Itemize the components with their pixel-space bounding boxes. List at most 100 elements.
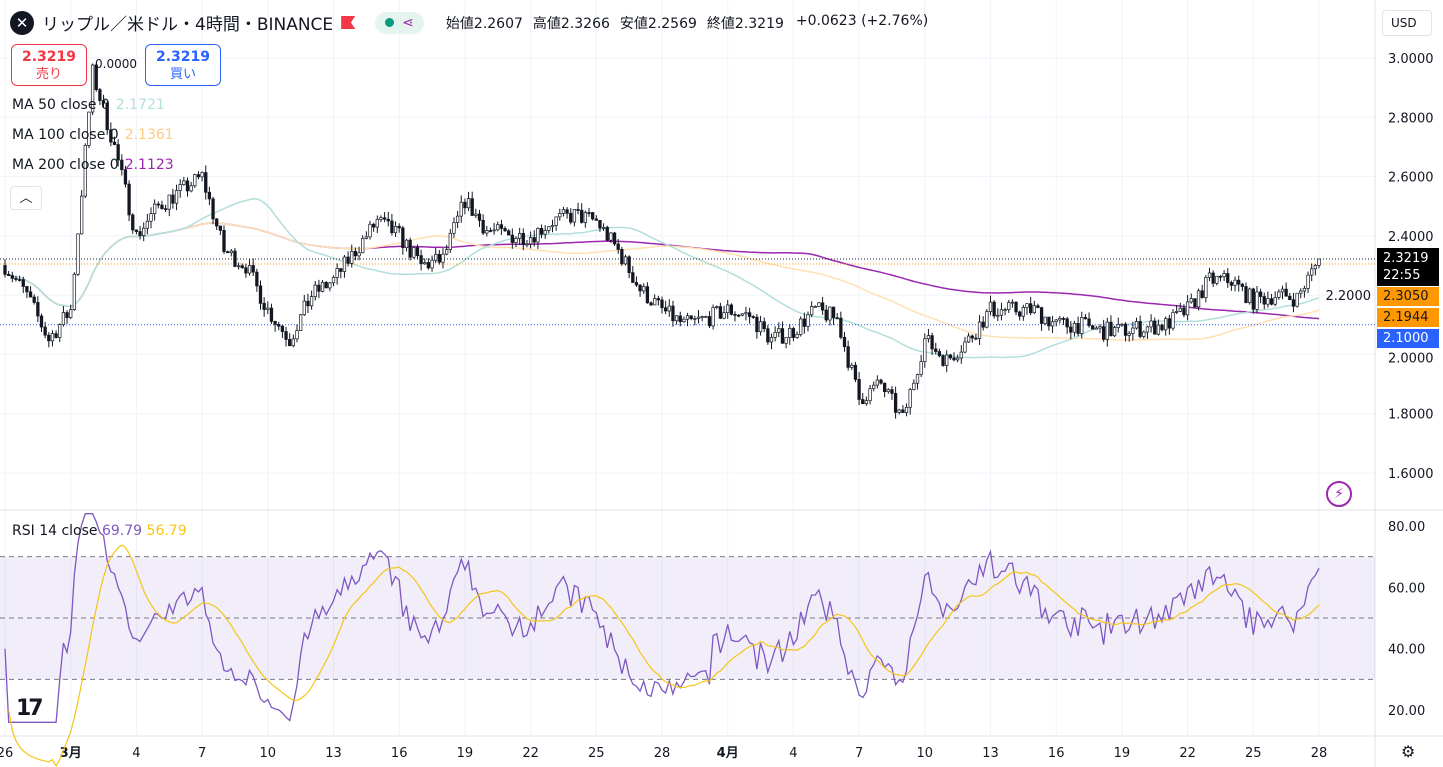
candle [455, 215, 460, 224]
candle [751, 316, 755, 318]
candle [101, 100, 106, 104]
ma100-legend[interactable]: MA 100 close 0 2.1361 [12, 127, 174, 143]
candle [609, 232, 613, 241]
buy-button[interactable]: 2.3219 買い [145, 44, 221, 86]
candle [353, 251, 358, 257]
candle [846, 346, 850, 368]
candle [328, 282, 332, 289]
ohlc-values: 始値2.2607 高値2.3266 安値2.2569 終値2.3219 +0.0… [445, 12, 929, 32]
candle [525, 243, 529, 246]
market-status[interactable]: ⋖ [375, 11, 424, 34]
candle [1273, 297, 1277, 305]
candle [1255, 291, 1259, 310]
time-tick-label: 28 [1311, 746, 1328, 761]
candle [145, 220, 150, 229]
candle [747, 312, 752, 317]
flag-icon[interactable] [341, 16, 356, 29]
candle [134, 229, 139, 232]
candle [247, 265, 252, 274]
candle [342, 256, 347, 272]
candle [784, 337, 788, 344]
candle [1105, 321, 1109, 340]
candle [258, 285, 263, 304]
settings-gear-icon[interactable]: ⚙ [1401, 742, 1416, 761]
candle [1127, 333, 1131, 336]
time-tick-label: 4 [132, 746, 140, 761]
candle [1156, 324, 1161, 335]
candle [1091, 325, 1095, 330]
candle [992, 301, 996, 317]
candle [937, 351, 942, 357]
candle [1123, 323, 1128, 336]
candle [291, 338, 295, 347]
candle [802, 318, 806, 327]
candle [466, 198, 471, 209]
tradingview-logo[interactable]: 17 [16, 696, 44, 721]
candle [131, 214, 135, 231]
sell-button[interactable]: 2.3219 売り [11, 44, 87, 86]
market-open-icon [385, 18, 395, 27]
ma200-legend[interactable]: MA 200 close 0 2.1123 [12, 157, 174, 173]
price-tick-label: 2.6000 [1388, 171, 1434, 186]
candle [1258, 291, 1263, 297]
candle [273, 321, 277, 325]
time-tick-label: 7 [198, 746, 206, 761]
candle [1291, 299, 1296, 307]
time-tick-label: 7 [855, 746, 863, 761]
candle [882, 382, 887, 392]
candle [1302, 288, 1307, 292]
candle [809, 306, 814, 316]
candle [598, 219, 602, 229]
candle [587, 212, 591, 214]
candle [313, 284, 317, 298]
candle [835, 317, 839, 320]
price-tag-high: 2.3050 [1377, 287, 1439, 306]
candle [459, 201, 463, 217]
candle [182, 180, 186, 185]
candle [729, 304, 733, 315]
currency-select[interactable]: USD [1382, 10, 1432, 36]
candle [601, 226, 606, 229]
lightning-icon[interactable]: ⚡ [1326, 481, 1352, 507]
candle [236, 265, 241, 268]
candle [149, 213, 153, 222]
candle [653, 298, 657, 306]
candle [919, 361, 923, 375]
candle [930, 335, 934, 350]
candle [1244, 286, 1248, 304]
candle [226, 251, 230, 254]
candle [269, 307, 274, 322]
symbol-header[interactable]: ✕ リップル／米ドル・4時間・BINANCE ⋖ 始値2.2607 高値2.32… [10, 10, 928, 35]
candle [693, 318, 697, 320]
candle [1047, 316, 1051, 327]
candle [109, 129, 113, 143]
candle [1039, 307, 1044, 324]
candle [1226, 273, 1230, 283]
candle [434, 253, 438, 261]
candle [1080, 317, 1084, 334]
candle [1021, 307, 1025, 317]
candle [1182, 307, 1186, 316]
candle [65, 312, 69, 319]
candle [996, 314, 1000, 317]
candle [171, 194, 175, 204]
candle [1014, 301, 1018, 313]
candle [160, 204, 164, 210]
candle [1036, 305, 1040, 308]
candle [441, 253, 445, 263]
candle [1160, 324, 1164, 331]
xrp-logo-icon: ✕ [10, 10, 34, 35]
candle [966, 335, 971, 343]
candle [1310, 268, 1314, 276]
ma100-line [8, 222, 1320, 341]
candle [722, 312, 726, 319]
candle [974, 337, 978, 340]
candle [1171, 312, 1175, 329]
ma50-legend[interactable]: MA 50 close 0 2.1721 [12, 97, 165, 113]
rsi-ma-line [8, 544, 1320, 767]
candle [1204, 277, 1208, 298]
collapse-legend-button[interactable]: ︿ [10, 186, 42, 210]
rsi-legend[interactable]: RSI 14 close 69.79 56.79 [12, 523, 187, 539]
candle [627, 256, 631, 273]
